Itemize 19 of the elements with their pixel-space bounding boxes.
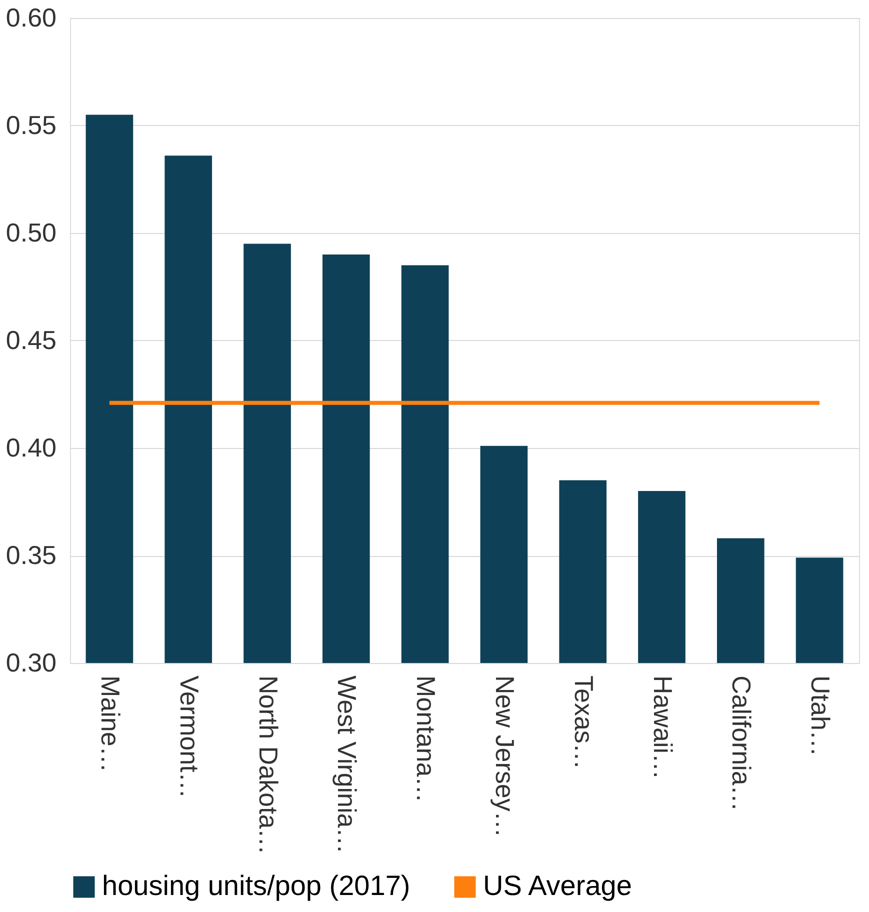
y-tick-label: 0.60 — [6, 2, 56, 32]
x-tick-label: Texas… — [568, 676, 599, 770]
x-tick-label: Maine… — [95, 676, 126, 772]
y-tick-label: 0.50 — [6, 218, 56, 248]
x-tick-label: New Jersey… — [490, 676, 520, 838]
x-tick-label: Hawaii… — [648, 676, 678, 780]
y-tick-label: 0.35 — [6, 540, 56, 570]
x-tick-label: West Virginia… — [332, 676, 362, 854]
y-tick-label: 0.55 — [6, 110, 56, 140]
legend-label: housing units/pop (2017) — [102, 870, 410, 901]
legend-label: US Average — [483, 870, 632, 901]
y-tick-label: 0.30 — [6, 648, 56, 678]
x-tick-label: Montana… — [411, 676, 442, 803]
x-tick-label: California… — [726, 676, 757, 812]
x-tick-label: North Dakota… — [253, 676, 284, 855]
x-tick-label: Utah… — [806, 676, 836, 756]
y-tick-label: 0.45 — [6, 325, 56, 355]
x-tick-label: Vermont… — [174, 676, 204, 798]
y-tick-label: 0.40 — [6, 432, 56, 462]
